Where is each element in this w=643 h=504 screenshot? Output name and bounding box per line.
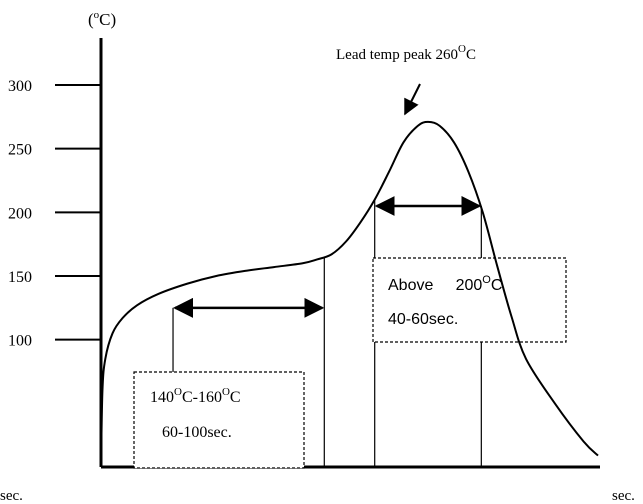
x-unit-right: sec. [612, 488, 635, 504]
reflow-box-line1: Above 200OC [388, 274, 502, 294]
y-ticks: 100 150 200 250 300 [8, 78, 101, 350]
y-tick-label-200: 200 [8, 205, 32, 222]
peak-label-sup: O [458, 43, 466, 55]
y-tick-label-150: 150 [8, 269, 32, 286]
y-unit-sup: o [94, 9, 100, 21]
y-unit-close: C) [99, 10, 116, 29]
y-axis-unit: (oC) [88, 9, 116, 29]
preheat-box-line2: 60-100sec. [162, 424, 232, 441]
preheat-box-line1: 140OC-160OC [150, 386, 241, 406]
y-tick-label-250: 250 [8, 142, 32, 159]
temperature-curve [100, 120, 599, 468]
y-tick-label-100: 100 [8, 333, 32, 350]
peak-label-post: C [466, 47, 476, 63]
x-unit-left: sec. [0, 488, 23, 504]
peak-label: Lead temp peak 260OC [336, 43, 476, 63]
annotation-boxes [133, 257, 567, 469]
reflow-box [372, 257, 567, 343]
y-tick-label-300: 300 [8, 78, 32, 95]
peak-label-text: Lead temp peak 260 [336, 47, 458, 63]
y-unit-open: ( [88, 10, 94, 29]
reflow-box-line2: 40-60sec. [388, 311, 458, 328]
preheat-box [133, 371, 305, 469]
duration-arrows [173, 195, 482, 318]
peak-pointer-arrow [404, 83, 421, 116]
